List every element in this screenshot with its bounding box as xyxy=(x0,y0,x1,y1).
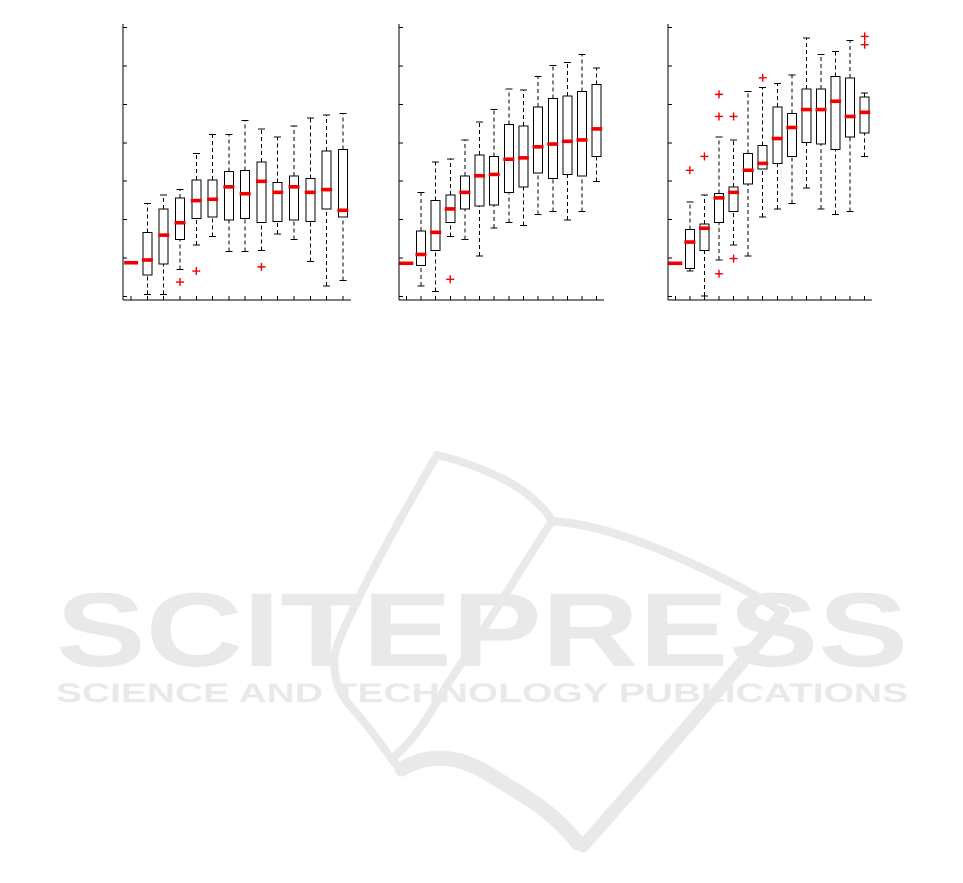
outlier-plus-marker xyxy=(860,32,869,41)
iqr-box xyxy=(816,88,826,145)
iqr-box xyxy=(714,193,724,224)
iqr-box xyxy=(337,149,348,218)
iqr-box xyxy=(474,154,485,207)
outlier-plus-marker xyxy=(729,112,738,121)
outlier-plus-marker xyxy=(446,275,455,284)
iqr-box xyxy=(859,96,870,134)
outlier-plus-marker xyxy=(715,112,723,121)
iqr-box xyxy=(801,88,812,144)
outlier-plus-marker xyxy=(192,267,201,276)
iqr-box xyxy=(684,229,695,269)
watermark-subtitle: SCIENCE AND TECHNOLOGY PUBLICATIONS xyxy=(56,678,908,708)
iqr-box xyxy=(272,182,283,222)
iqr-box xyxy=(830,75,841,151)
iqr-box xyxy=(489,155,500,206)
boxplot-chart-1 xyxy=(122,24,351,301)
iqr-box xyxy=(256,161,267,224)
boxplot-figure xyxy=(122,24,872,301)
iqr-box xyxy=(533,106,544,174)
outlier-plus-marker xyxy=(176,278,184,287)
watermark-title: SCITEPRESS xyxy=(56,572,908,689)
outlier-plus-marker xyxy=(257,262,266,271)
iqr-box xyxy=(786,113,797,157)
iqr-box xyxy=(591,84,602,157)
iqr-box xyxy=(175,197,185,240)
outlier-plus-marker xyxy=(715,90,723,99)
outlier-plus-marker xyxy=(860,40,869,49)
iqr-box xyxy=(430,200,441,251)
iqr-box xyxy=(757,144,768,170)
iqr-box xyxy=(142,231,153,276)
iqr-box xyxy=(699,223,710,251)
iqr-box xyxy=(547,98,558,180)
iqr-box xyxy=(223,171,234,221)
outlier-plus-marker xyxy=(700,152,709,161)
iqr-box xyxy=(321,150,332,210)
iqr-box xyxy=(415,230,426,266)
outlier-plus-marker xyxy=(685,166,694,175)
outlier-plus-marker xyxy=(758,73,767,82)
iqr-box xyxy=(772,106,783,164)
outlier-plus-marker xyxy=(715,269,723,278)
open-book-icon xyxy=(330,451,790,853)
iqr-box xyxy=(577,91,588,177)
boxplot-chart-3 xyxy=(667,24,872,301)
boxplot-chart-2 xyxy=(398,24,604,301)
outlier-plus-marker xyxy=(729,254,738,263)
iqr-box xyxy=(289,175,299,221)
iqr-box xyxy=(845,77,856,138)
iqr-box xyxy=(305,178,316,222)
iqr-box xyxy=(728,186,739,213)
iqr-box xyxy=(562,95,573,175)
